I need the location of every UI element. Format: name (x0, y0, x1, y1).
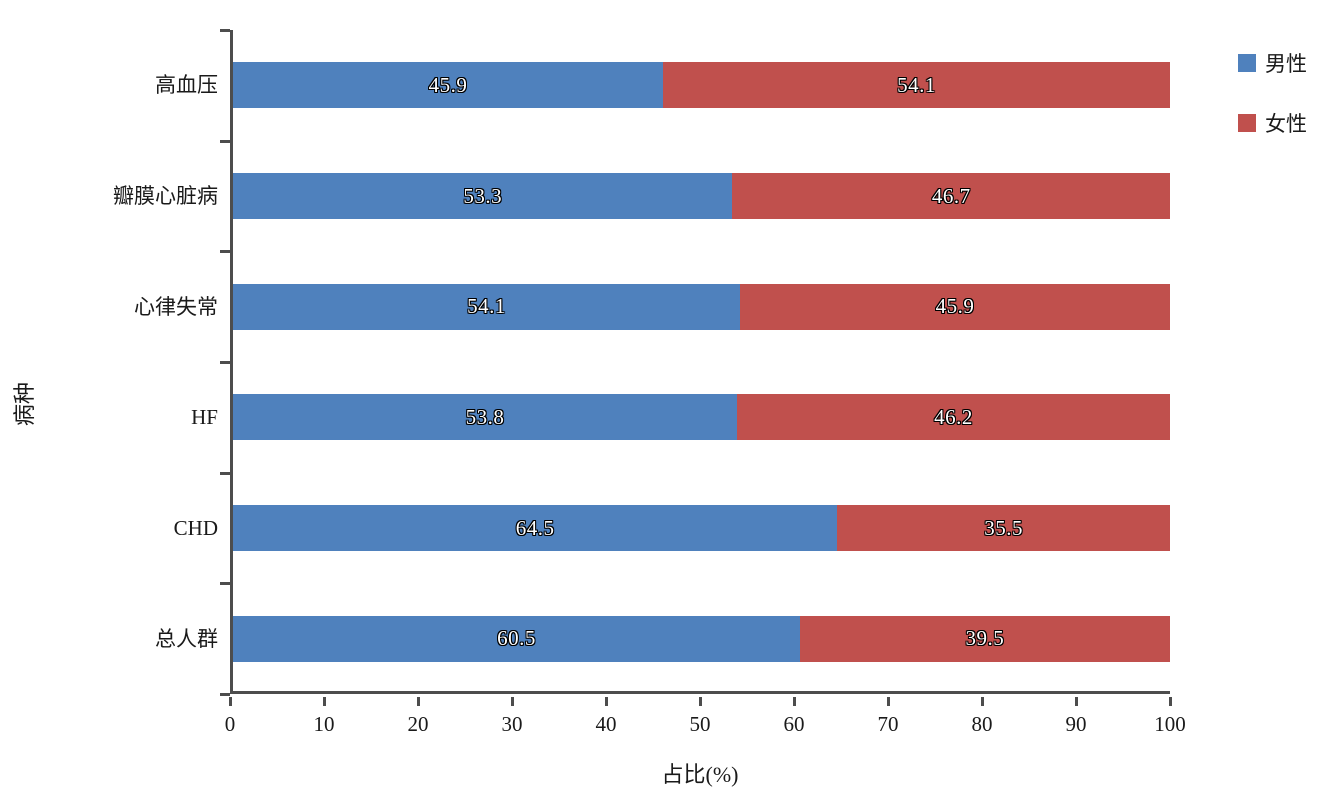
male-bar-segment: 64.5 (233, 505, 838, 551)
x-axis-tick-label: 0 (224, 712, 236, 736)
x-axis-tick (887, 697, 890, 706)
female-bar-segment: 46.7 (732, 173, 1170, 219)
x-axis-tick-label: 40 (595, 712, 617, 736)
x-axis-tick-label: 50 (689, 712, 711, 736)
female-bar-segment: 35.5 (837, 505, 1170, 551)
bar-value-label: 35.5 (984, 515, 1024, 540)
y-axis-tick (220, 250, 230, 254)
male-bar-segment: 45.9 (233, 62, 664, 109)
legend-label-male: 男性 (1265, 52, 1307, 76)
bar-row: 53.3 46.7 (233, 173, 1170, 219)
legend-swatch-female (1238, 114, 1256, 132)
x-axis-tick (511, 697, 514, 706)
female-bar-segment: 46.2 (737, 394, 1170, 441)
y-axis-tick (220, 361, 230, 364)
category-label: 高血压 (155, 73, 218, 98)
x-axis-tick-label: 70 (877, 712, 899, 736)
bar-value-label: 64.5 (515, 515, 555, 540)
plot-area: 45.9 54.1 53.3 46.7 54.1 45.9 53.8 46.2 64.5 35.5… (230, 30, 1170, 694)
male-bar-segment: 53.8 (233, 394, 738, 441)
y-axis-tick (220, 471, 230, 475)
y-axis-tick (220, 139, 230, 143)
bar-value-label: 39.5 (965, 626, 1005, 651)
x-axis-tick (981, 697, 984, 706)
bar-value-label: 45.9 (935, 294, 975, 319)
female-bar-segment: 39.5 (799, 615, 1170, 662)
x-axis-tick-label: 30 (501, 712, 523, 736)
male-bar-segment: 53.3 (233, 173, 733, 219)
x-axis-tick (793, 697, 796, 706)
y-axis-tick (220, 582, 230, 586)
bar-row: 53.8 46.2 (233, 394, 1170, 441)
bar-value-label: 45.9 (428, 72, 468, 97)
x-axis-tick (699, 697, 702, 706)
category-label: CHD (173, 516, 218, 540)
bar-value-label: 54.1 (467, 294, 506, 319)
x-axis-title: 占比(%) (661, 762, 739, 787)
x-axis-tick (323, 697, 326, 706)
male-bar-segment: 60.5 (233, 615, 800, 662)
bar-value-label: 53.8 (465, 404, 505, 429)
x-axis-tick-label: 60 (783, 712, 805, 736)
x-axis-tick-label: 80 (971, 712, 993, 736)
female-bar-segment: 45.9 (739, 283, 1170, 330)
x-axis-tick (229, 697, 232, 706)
bar-value-label: 46.7 (931, 183, 971, 208)
legend: 男性 女性 (1238, 48, 1307, 138)
bar-row: 54.1 45.9 (233, 283, 1170, 330)
category-label: HF (191, 405, 218, 430)
bar-value-label: 60.5 (497, 626, 536, 651)
category-label: 瓣膜心脏病 (113, 184, 218, 208)
bar-value-label: 46.2 (934, 404, 973, 429)
bar-value-label: 54.1 (897, 72, 936, 97)
x-axis-tick-label: 100 (1154, 712, 1186, 736)
x-axis-tick (605, 697, 608, 706)
bar-row: 60.5 39.5 (233, 615, 1170, 662)
y-axis-tick (220, 693, 230, 696)
x-axis-tick-label: 10 (313, 712, 335, 736)
x-axis-tick (1075, 697, 1078, 706)
x-axis-tick-label: 90 (1065, 712, 1087, 736)
legend-item-male: 男性 (1238, 48, 1307, 78)
category-label: 心律失常 (134, 294, 218, 319)
legend-swatch-male (1238, 54, 1256, 72)
x-axis-tick (1169, 697, 1172, 706)
category-label: 总人群 (155, 626, 218, 651)
legend-label-female: 女性 (1265, 112, 1307, 136)
bar-row: 45.9 54.1 (233, 62, 1170, 109)
x-axis-tick (417, 697, 420, 706)
female-bar-segment: 54.1 (663, 62, 1170, 109)
male-bar-segment: 54.1 (233, 283, 740, 330)
y-axis-tick (220, 29, 230, 32)
bar-value-label: 53.3 (463, 183, 503, 208)
x-axis-tick-label: 20 (407, 712, 429, 736)
bar-row: 64.5 35.5 (233, 505, 1170, 551)
legend-item-female: 女性 (1238, 108, 1307, 138)
